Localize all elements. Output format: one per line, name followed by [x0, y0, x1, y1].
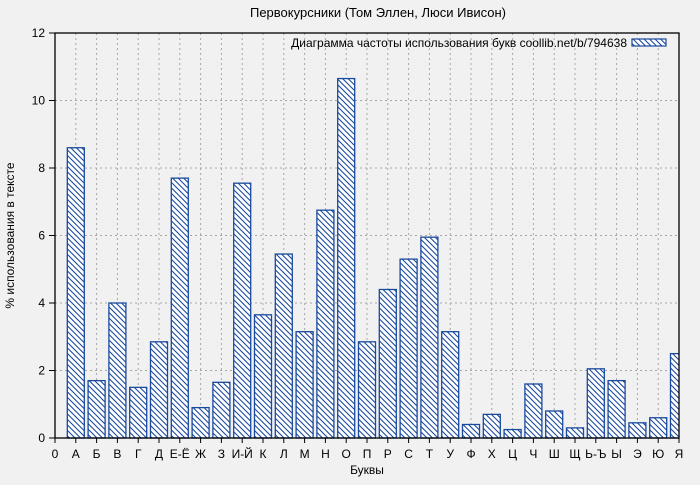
x-tick-label-С: С	[404, 447, 413, 461]
x-tick-label-Д: Д	[155, 447, 163, 461]
x-tick-label-Э: Э	[633, 447, 642, 461]
bar-Е-Ё	[170, 177, 189, 439]
bar-В	[108, 302, 127, 439]
y-tick-label: 4	[38, 296, 45, 310]
x-tick-label-М: М	[300, 447, 310, 461]
bar-Х	[482, 413, 501, 439]
bar-Ю	[649, 417, 668, 439]
x-tick-label-Ц: Ц	[508, 447, 517, 461]
legend-swatch	[631, 38, 667, 47]
bars	[66, 77, 679, 439]
x-origin-label: 0	[52, 447, 59, 461]
bar-П	[357, 341, 377, 439]
x-tick-label-Л: Л	[280, 447, 288, 461]
bar-И-Й	[233, 182, 252, 439]
bar-С	[399, 258, 418, 439]
x-axis-label: Буквы	[350, 463, 384, 477]
bar-Ь-Ъ	[586, 368, 605, 439]
bar-Щ	[565, 427, 585, 439]
y-tick-label: 10	[32, 94, 46, 108]
bar-Р	[378, 288, 397, 439]
x-tick-label-Щ: Щ	[569, 447, 580, 461]
x-tick-label-О: О	[342, 447, 351, 461]
x-tick-label-Ф: Ф	[466, 447, 475, 461]
chart-title: Первокурсники (Том Эллен, Люси Ивисон)	[250, 5, 506, 20]
x-tick-label-Н: Н	[321, 447, 330, 461]
y-tick-label: 2	[38, 364, 45, 378]
bar-Л	[274, 253, 293, 439]
x-tick-label-А: А	[72, 447, 80, 461]
x-tick-label-У: У	[446, 447, 454, 461]
x-tick-label-Ь-Ъ: Ь-Ъ	[585, 447, 606, 461]
bar-Г	[129, 386, 148, 439]
bar-Н	[316, 209, 335, 439]
x-tick-label-Е-Ё: Е-Ё	[170, 447, 190, 461]
bar-К	[253, 314, 273, 439]
x-tick-label-Ж: Ж	[195, 447, 206, 461]
y-tick-label: 12	[32, 26, 46, 40]
x-tick-label-Ч: Ч	[529, 447, 537, 461]
bar-З	[212, 381, 231, 439]
x-tick-label-Х: Х	[488, 447, 496, 461]
bar-Я	[669, 352, 679, 439]
bar-О	[337, 77, 356, 439]
x-tick-label-З: З	[218, 447, 225, 461]
x-tick-label-Т: Т	[426, 447, 434, 461]
bar-А	[66, 147, 85, 439]
x-tick-label-И-Й: И-Й	[232, 446, 253, 461]
x-tick-label-Г: Г	[135, 447, 142, 461]
x-tick-label-Я: Я	[675, 447, 684, 461]
tick-marks	[49, 32, 680, 443]
x-tick-label-Р: Р	[384, 447, 392, 461]
bar-Ф	[461, 423, 481, 439]
y-axis-label: % использования в тексте	[3, 162, 17, 308]
bar-Э	[628, 422, 647, 439]
x-tick-label-К: К	[260, 447, 267, 461]
bar-Ч	[524, 383, 543, 439]
bar-Т	[420, 236, 439, 439]
x-tick-label-П: П	[363, 447, 372, 461]
y-tick-label: 0	[38, 431, 45, 445]
bar-Ы	[607, 379, 626, 439]
bar-Ц	[503, 428, 522, 439]
legend-label: Диаграмма частоты использования букв coo…	[291, 36, 627, 50]
x-tick-label-Б: Б	[93, 447, 101, 461]
y-tick-label: 6	[38, 229, 45, 243]
x-tick-label-В: В	[113, 447, 121, 461]
x-tick-label-Ю: Ю	[652, 447, 664, 461]
bar-М	[295, 331, 314, 439]
y-tick-label: 8	[38, 161, 45, 175]
bar-Б	[87, 379, 106, 439]
bar-У	[441, 331, 460, 439]
bar-Ж	[191, 406, 210, 439]
x-tick-label-Ш: Ш	[549, 447, 560, 461]
bar-Д	[149, 341, 169, 439]
bar-Ш	[545, 410, 564, 439]
x-tick-label-Ы: Ы	[611, 447, 622, 461]
